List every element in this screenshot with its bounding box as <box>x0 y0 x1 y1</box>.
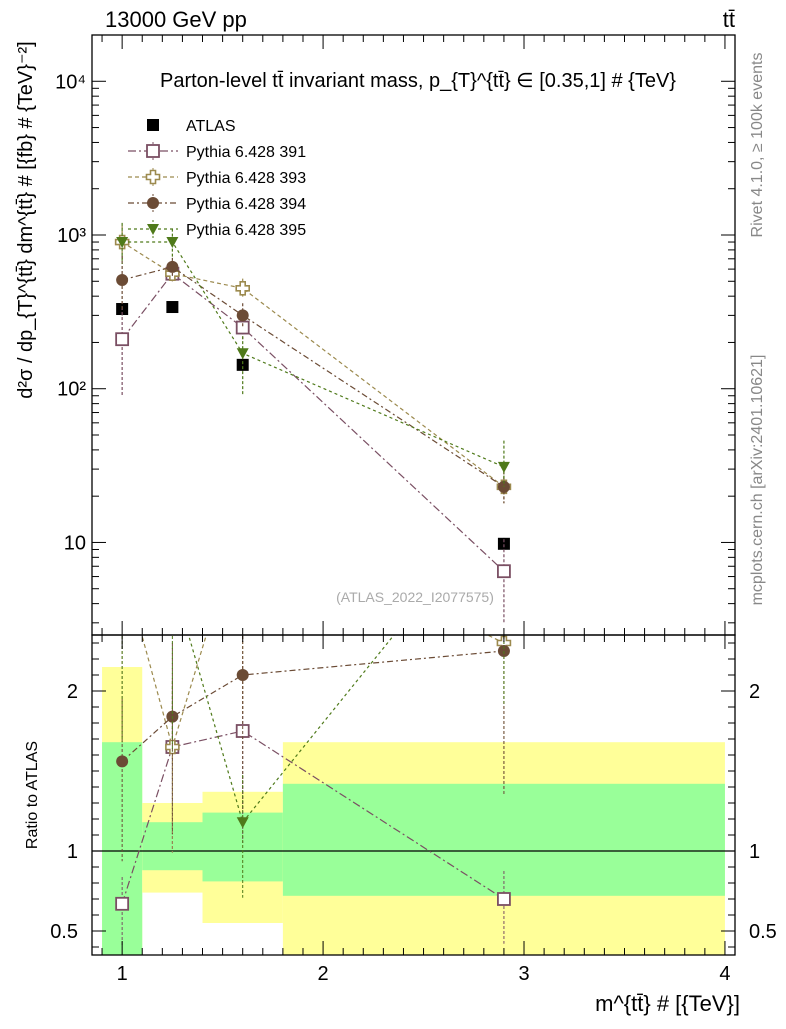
ratio-ytick-label-1: 1 <box>67 841 78 863</box>
ratio-point-pythia-6-428-395-1 <box>166 574 178 585</box>
ratio-point-pythia-6-428-393-0 <box>116 557 129 570</box>
ratio-xtick-label-3: 4 <box>719 963 730 985</box>
ratio-line-pythia-6-428-394 <box>121 650 504 762</box>
legend-item-pythia-6-428-391: Pythia 6.428 391 <box>128 142 306 161</box>
header-right-label: tt̄ <box>723 7 735 32</box>
series-line-pythia-6-428-394 <box>121 266 505 488</box>
point-atlas-3 <box>497 537 510 550</box>
ratio-point-pythia-6-428-395-0 <box>116 558 128 569</box>
main-series-group <box>114 222 512 623</box>
ratio-point-pythia-6-428-391-3 <box>497 892 511 906</box>
legend-label-pythia-6-428-395: Pythia 6.428 395 <box>186 222 306 239</box>
ratio-ytick-label-right-0: 0.5 <box>749 921 777 943</box>
legend-marker-pythia-6-428-393 <box>145 169 161 185</box>
ratio-point-pythia-6-428-394-2 <box>236 669 249 681</box>
header-left-label: 13000 GeV pp <box>105 7 247 32</box>
series-pythia-6-428-394 <box>116 256 510 504</box>
ratio-ytick-label-2: 2 <box>67 681 78 703</box>
ratio-ylabel: Ratio to ATLAS <box>24 741 41 849</box>
point-pythia-6-428-391-0 <box>115 332 130 347</box>
ratio-xtick-label-1: 2 <box>318 963 329 985</box>
mcplots-label: mcplots.cern.ch [arXiv:2401.10621] <box>749 355 766 606</box>
plot-frames: 10 10² 10³ 10⁴ 1 2 3 4 0.5 0.5 1 1 2 2 <box>50 34 777 985</box>
ratio-ytick-label-right-1: 1 <box>749 841 760 863</box>
point-pythia-6-428-395-3 <box>497 461 510 473</box>
ratio-frame <box>91 634 736 956</box>
main-ytick-label-2: 10³ <box>57 225 86 247</box>
legend-marker-pythia-6-428-394 <box>147 197 159 209</box>
ratio-point-pythia-6-428-395-2 <box>236 817 249 829</box>
legend: ATLAS Pythia 6.428 391 Pythia 6.428 393 Pyt… <box>128 118 306 239</box>
legend-label-atlas: ATLAS <box>186 118 236 135</box>
main-ytick-label-3: 10⁴ <box>55 71 86 93</box>
legend-marker-atlas <box>147 119 159 131</box>
main-ytick-label-1: 10² <box>57 379 86 401</box>
legend-label-pythia-6-428-391: Pythia 6.428 391 <box>186 144 306 161</box>
main-plot <box>114 222 512 623</box>
point-pythia-6-428-393-2 <box>235 281 251 296</box>
ratio-bands <box>102 667 725 955</box>
legend-item-pythia-6-428-394: Pythia 6.428 394 <box>128 194 306 213</box>
series-line-pythia-6-428-395 <box>122 241 505 468</box>
point-pythia-6-428-395-0 <box>116 237 129 249</box>
point-pythia-6-428-395-2 <box>236 348 249 360</box>
ratio-xtick-label-0: 1 <box>117 963 128 985</box>
ratio-ytick-label-0: 0.5 <box>50 921 78 943</box>
legend-item-pythia-6-428-393: Pythia 6.428 393 <box>128 168 306 187</box>
series-line-pythia-6-428-391 <box>121 272 505 572</box>
legend-marker-pythia-6-428-391 <box>146 144 160 158</box>
ratio-ytick-label-right-2: 2 <box>749 681 760 703</box>
ratio-point-pythia-6-428-393-2 <box>236 509 249 522</box>
ratio-plot <box>92 494 735 947</box>
main-ylabel: d²σ / dp_{T}^{tt̄} dm^{tt̄} # [{fb} # {T… <box>15 41 37 398</box>
main-ytick-label-0: 10 <box>64 532 86 554</box>
legend-item-atlas: ATLAS <box>147 118 236 135</box>
ratio-point-pythia-6-428-394-0 <box>116 755 129 768</box>
analysis-id: (ATLAS_2022_I2077575) <box>336 589 494 605</box>
point-pythia-6-428-394-1 <box>166 260 179 273</box>
ratio-series-pythia-6-428-395 <box>116 494 510 898</box>
series-line-pythia-6-428-393 <box>121 241 505 488</box>
point-pythia-6-428-391-3 <box>497 564 511 579</box>
ratio-point-pythia-6-428-395-3 <box>498 494 510 505</box>
legend-marker-pythia-6-428-395 <box>147 224 159 235</box>
point-pythia-6-428-395-1 <box>166 237 179 249</box>
point-pythia-6-428-391-2 <box>235 320 250 335</box>
series-pythia-6-428-395 <box>116 222 510 487</box>
point-atlas-2 <box>236 358 249 371</box>
ratio-series-group <box>92 494 735 947</box>
point-pythia-6-428-394-0 <box>116 273 129 286</box>
ratio-point-pythia-6-428-391-0 <box>115 896 130 911</box>
ratio-line-pythia-6-428-391 <box>121 730 505 904</box>
main-title: Parton-level tt̄ invariant mass, p_{T}^{… <box>160 70 676 92</box>
point-atlas-1 <box>166 301 179 314</box>
point-pythia-6-428-394-2 <box>236 309 249 322</box>
rivet-label: Rivet 4.1.0, ≥ 100k events <box>749 53 766 238</box>
ratio-xlabel: m^{tt̄} # [{TeV}] <box>595 991 740 1016</box>
legend-label-pythia-6-428-394: Pythia 6.428 394 <box>186 196 306 213</box>
legend-label-pythia-6-428-393: Pythia 6.428 393 <box>186 170 306 187</box>
series-atlas <box>116 301 510 551</box>
legend-item-pythia-6-428-395: Pythia 6.428 395 <box>128 220 306 239</box>
ratio-xtick-label-2: 3 <box>518 963 529 985</box>
